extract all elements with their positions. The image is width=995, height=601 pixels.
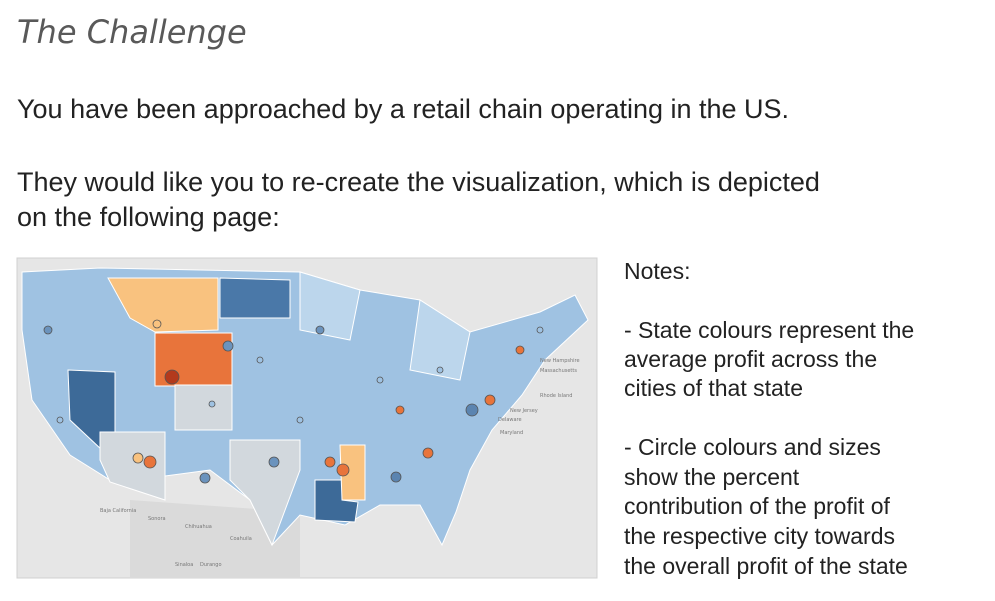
city-circle	[515, 345, 525, 355]
city-circle	[132, 452, 144, 464]
title: The Challenge	[17, 13, 247, 51]
city-circle	[315, 325, 325, 335]
note-line: contribution of the profit of	[624, 493, 891, 519]
map-label: Delaware	[498, 417, 522, 423]
state	[174, 384, 233, 431]
city-circle	[268, 456, 280, 468]
paragraph: You have been approached by a retail cha…	[17, 94, 789, 124]
city-circle	[152, 319, 162, 329]
city-circle	[395, 405, 405, 415]
map-label: Sonora	[148, 516, 166, 522]
city-circle	[43, 325, 53, 335]
notes: Notes: - State colours represent the ave…	[624, 258, 914, 579]
city-circles	[43, 319, 544, 484]
city-circle	[324, 456, 336, 468]
note-line: average profit across the	[624, 346, 877, 372]
note-line: cities of that state	[624, 375, 803, 401]
note-line: - State colours represent the	[624, 317, 914, 343]
city-circle	[256, 356, 264, 364]
city-circle	[143, 455, 157, 469]
city-circle	[436, 366, 444, 374]
city-circle	[390, 471, 402, 483]
city-circle	[199, 472, 211, 484]
map-label: Baja California	[100, 508, 136, 514]
state	[219, 277, 291, 319]
paragraph: on the following page:	[17, 202, 280, 232]
city-circle	[536, 326, 544, 334]
map-image: New Hampshire Massachusetts Rhode Island…	[16, 257, 598, 579]
note-line: the overall profit of the state	[624, 553, 908, 579]
state	[299, 271, 361, 341]
city-circle	[465, 403, 479, 417]
note-line: the respective city towards	[624, 523, 895, 549]
city-circle	[222, 340, 234, 352]
state	[99, 431, 166, 501]
map-label: Coahuila	[230, 536, 252, 542]
map-label: New Jersey	[510, 408, 538, 414]
state	[229, 439, 301, 547]
city-circle	[484, 394, 496, 406]
note-line: show the percent	[624, 464, 800, 490]
state	[409, 299, 471, 381]
note-line: - Circle colours and sizes	[624, 434, 881, 460]
map-label: Durango	[200, 562, 222, 568]
city-circle	[164, 369, 180, 385]
city-circle	[376, 376, 384, 384]
city-circle	[296, 416, 304, 424]
city-circle	[336, 463, 350, 477]
notes-heading: Notes:	[624, 258, 690, 284]
mexico	[130, 500, 300, 578]
map-label: Chihuahua	[185, 524, 212, 530]
map-label: Rhode Island	[540, 393, 572, 399]
map-label: Massachusetts	[540, 368, 577, 374]
map-label: New Hampshire	[540, 358, 580, 364]
map-label: Sinaloa	[175, 562, 193, 568]
city-circle	[208, 400, 216, 408]
map-label: Maryland	[500, 430, 523, 436]
paragraph: They would like you to re-create the vis…	[17, 167, 820, 197]
state	[107, 277, 219, 333]
state	[339, 444, 366, 501]
city-circle	[56, 416, 64, 424]
city-circle	[422, 447, 434, 459]
